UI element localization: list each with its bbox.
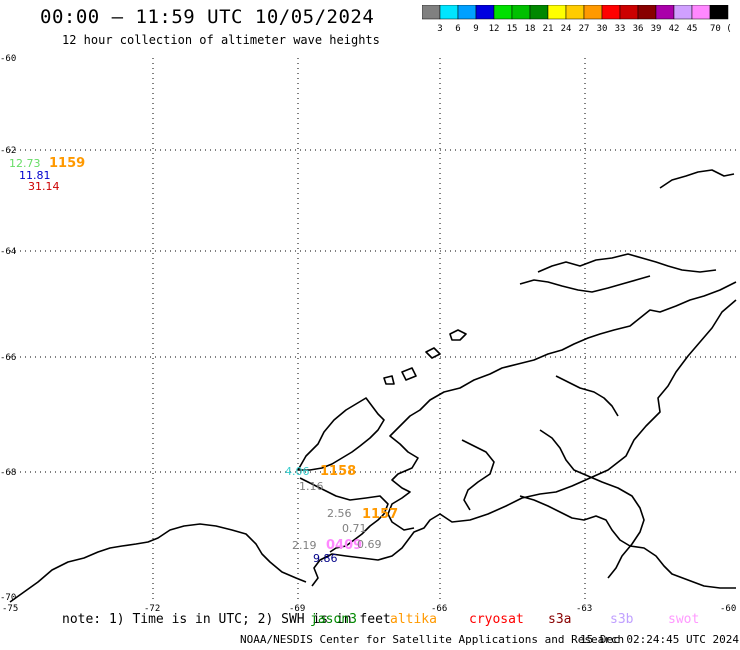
- map-title: 00:00 – 11:59 UTC 10/05/2024: [40, 6, 375, 28]
- lat-label-64: -64: [0, 247, 16, 257]
- colorbar-label: 6: [455, 24, 460, 34]
- colorbar-label: 45: [687, 24, 698, 34]
- colorbar-label: 3: [437, 24, 442, 34]
- footer-timestamp: 15 Dec 02:24:45 UTC 2024: [580, 633, 739, 646]
- colorbar-label: 24: [561, 24, 572, 34]
- colorbar-label: 27: [579, 24, 590, 34]
- lon-label-72: -72: [144, 604, 160, 612]
- lon-label-69: -69: [289, 604, 305, 612]
- legend-cryosat: cryosat: [469, 612, 524, 627]
- colorbar-label: 21: [543, 24, 554, 34]
- obs-value: 12.73: [9, 157, 41, 170]
- colorbar-label: 30: [597, 24, 608, 34]
- obs-value: 4.06: [285, 465, 310, 478]
- legend-s3b: s3b: [610, 612, 634, 627]
- colorbar-swatch: [709, 5, 729, 20]
- pass-time-label: 1159: [49, 156, 85, 171]
- lon-label-66: -66: [431, 604, 447, 612]
- obs-value: 0.71: [342, 522, 367, 535]
- pass-time-label: 1157: [362, 507, 398, 522]
- lat-label-68: -68: [0, 468, 16, 478]
- southeast-shelf: [519, 495, 736, 589]
- lon-label-75: -75: [2, 604, 18, 612]
- east-coast-islands: [519, 169, 735, 293]
- lon-label-60: -60: [720, 604, 736, 612]
- pass-time-label: 0409: [326, 538, 362, 553]
- biscoe-islands: [383, 329, 467, 385]
- peninsula-inlets: [387, 281, 737, 531]
- obs-value: 2.19: [292, 539, 317, 552]
- legend-altika: altika: [390, 612, 437, 627]
- inland-glacier-outline: [461, 375, 645, 579]
- legend-jason3: jason3: [310, 612, 357, 627]
- southern-coast: [9, 523, 307, 603]
- colorbar-label: 15: [507, 24, 518, 34]
- footer-credit: NOAA/NESDIS Center for Satellite Applica…: [240, 633, 625, 646]
- lat-label-66: -66: [0, 353, 16, 363]
- obs-value: 0.69: [357, 538, 382, 551]
- legend-swot: swot: [668, 612, 700, 627]
- footer-note: note: 1) Time is in UTC; 2) SWH is in fe…: [62, 612, 391, 627]
- lat-label-70: -70: [0, 593, 16, 603]
- legend-s3a: s3a: [548, 612, 572, 627]
- obs-value: 2.56: [327, 507, 352, 520]
- pass-time-label: 1158: [320, 464, 356, 479]
- obs-value: 1.16: [299, 480, 324, 493]
- alexander-island: [299, 477, 389, 553]
- colorbar-label: 70 (ft): [710, 24, 732, 34]
- wilkins-sound-coast: [297, 397, 385, 471]
- obs-value: 31.14: [28, 180, 60, 193]
- map-gridlines: [10, 58, 736, 602]
- colorbar-label: 9: [473, 24, 478, 34]
- colorbar-label: 18: [525, 24, 536, 34]
- lon-axis-labels: -75 -72 -69 -66 -63 -60: [2, 604, 736, 612]
- colorbar-label: 42: [669, 24, 680, 34]
- altimeter-map: -60 -62 -64 -66 -68 -70 -75 -72 -69 -66 …: [0, 54, 737, 612]
- colorbar-label: 33: [615, 24, 626, 34]
- lat-label-60: -60: [0, 54, 16, 64]
- lon-label-63: -63: [576, 604, 592, 612]
- obs-value: 11.81: [19, 169, 51, 182]
- lat-axis-labels: -60 -62 -64 -66 -68 -70: [0, 54, 16, 603]
- observation-labels: 12.73 1159 11.81 31.14 4.06 1158 1.16 2.…: [9, 156, 398, 565]
- colorbar-label: 39: [651, 24, 662, 34]
- map-subtitle: 12 hour collection of altimeter wave hei…: [62, 33, 380, 47]
- antarctic-peninsula-west-coast: [311, 299, 737, 587]
- lat-label-62: -62: [0, 146, 16, 156]
- coastline: [9, 169, 737, 603]
- colorbar-label: 36: [633, 24, 644, 34]
- obs-value: 9.86: [313, 552, 338, 565]
- colorbar-label: 12: [489, 24, 500, 34]
